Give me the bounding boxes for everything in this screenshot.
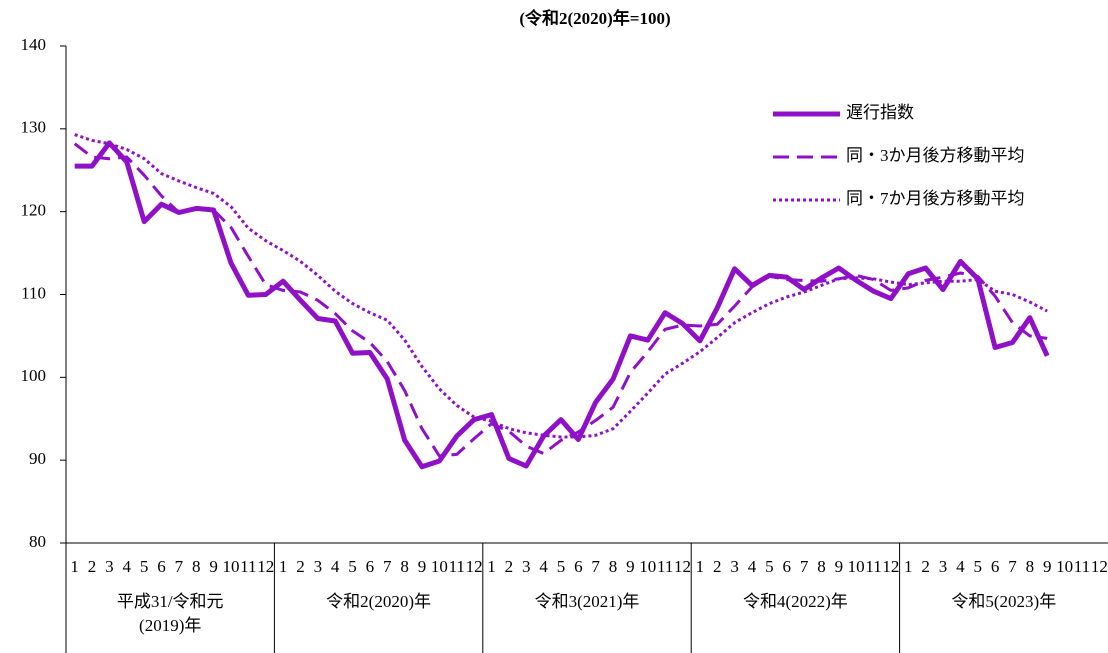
- x-tick-label: 3: [730, 557, 739, 576]
- x-tick-label: 3: [105, 557, 114, 576]
- x-group-label: 平成31/令和元(2019)年: [116, 592, 224, 635]
- x-tick-label: 8: [817, 557, 826, 576]
- x-tick-label: 4: [123, 557, 132, 576]
- x-tick-label: 7: [175, 557, 184, 576]
- x-tick-label: 3: [314, 557, 323, 576]
- x-tick-label: 7: [591, 557, 600, 576]
- y-tick-label: 140: [21, 35, 47, 54]
- x-tick-label: 9: [209, 557, 218, 576]
- x-tick-label: 6: [157, 557, 166, 576]
- x-tick-label: 5: [765, 557, 774, 576]
- x-tick-label: 3: [939, 557, 948, 576]
- x-tick-label: 2: [88, 557, 97, 576]
- x-tick-label: 2: [296, 557, 305, 576]
- x-group-label: 令和4(2022)年: [742, 592, 848, 611]
- x-tick-label: 1: [904, 557, 913, 576]
- x-tick-label: 9: [1043, 557, 1052, 576]
- x-tick-label: 7: [800, 557, 809, 576]
- x-tick-label: 11: [657, 557, 673, 576]
- series-line: [74, 140, 1050, 470]
- x-tick-label: 7: [1008, 557, 1017, 576]
- x-tick-label: 7: [383, 557, 392, 576]
- legend-label: 同・3か月後方移動平均: [846, 146, 1025, 165]
- x-tick-label: 12: [466, 557, 483, 576]
- y-tick-label: 130: [21, 118, 47, 137]
- y-tick-label: 110: [21, 283, 46, 302]
- x-tick-label: 8: [1026, 557, 1035, 576]
- x-tick-label: 4: [956, 557, 965, 576]
- x-tick-label: 3: [522, 557, 531, 576]
- x-tick-label: 2: [505, 557, 514, 576]
- x-tick-label: 5: [557, 557, 566, 576]
- x-tick-label: 6: [366, 557, 375, 576]
- series-line: [74, 133, 1048, 439]
- x-tick-label: 4: [331, 557, 340, 576]
- x-tick-label: 4: [748, 557, 757, 576]
- x-tick-label: 6: [991, 557, 1000, 576]
- x-tick-label: 11: [1074, 557, 1090, 576]
- x-tick-label: 8: [400, 557, 409, 576]
- x-tick-label: 1: [70, 557, 79, 576]
- y-tick-label: 90: [29, 449, 46, 468]
- x-tick-label: 8: [609, 557, 618, 576]
- x-tick-label: 6: [782, 557, 791, 576]
- x-tick-label: 12: [257, 557, 274, 576]
- x-tick-label: 10: [639, 557, 656, 576]
- x-tick-label: 12: [674, 557, 691, 576]
- x-tick-label: 10: [1056, 557, 1073, 576]
- x-tick-label: 1: [696, 557, 705, 576]
- x-tick-label: 4: [539, 557, 548, 576]
- x-tick-label: 1: [487, 557, 496, 576]
- x-tick-label: 1: [279, 557, 288, 576]
- series-line: [73, 142, 1048, 458]
- x-group-label: 令和3(2021)年: [534, 592, 640, 611]
- x-group-label: 令和5(2023)年: [951, 592, 1057, 611]
- legend-label: 同・7か月後方移動平均: [846, 189, 1025, 208]
- x-tick-label: 9: [835, 557, 844, 576]
- chart-subtitle: (令和2(2020)年=100): [519, 8, 670, 28]
- x-tick-label: 5: [974, 557, 983, 576]
- x-tick-label: 12: [882, 557, 899, 576]
- x-tick-label: 8: [192, 557, 201, 576]
- x-tick-label: 5: [348, 557, 357, 576]
- y-tick-label: 80: [29, 532, 46, 551]
- x-tick-label: 10: [222, 557, 239, 576]
- x-tick-label: 10: [431, 557, 448, 576]
- x-tick-label: 2: [921, 557, 930, 576]
- x-group-label: 令和2(2020)年: [326, 592, 431, 611]
- x-tick-label: 10: [848, 557, 865, 576]
- legend-label: 遅行指数: [846, 103, 914, 122]
- x-tick-label: 11: [449, 557, 465, 576]
- x-tick-label: 11: [240, 557, 256, 576]
- x-tick-label: 11: [865, 557, 881, 576]
- x-tick-label: 6: [574, 557, 583, 576]
- x-tick-label: 5: [140, 557, 149, 576]
- x-tick-label: 12: [1091, 557, 1108, 576]
- y-tick-label: 120: [21, 201, 47, 220]
- x-tick-label: 2: [713, 557, 722, 576]
- x-tick-label: 9: [626, 557, 635, 576]
- y-tick-label: 100: [21, 366, 47, 385]
- x-tick-label: 9: [418, 557, 427, 576]
